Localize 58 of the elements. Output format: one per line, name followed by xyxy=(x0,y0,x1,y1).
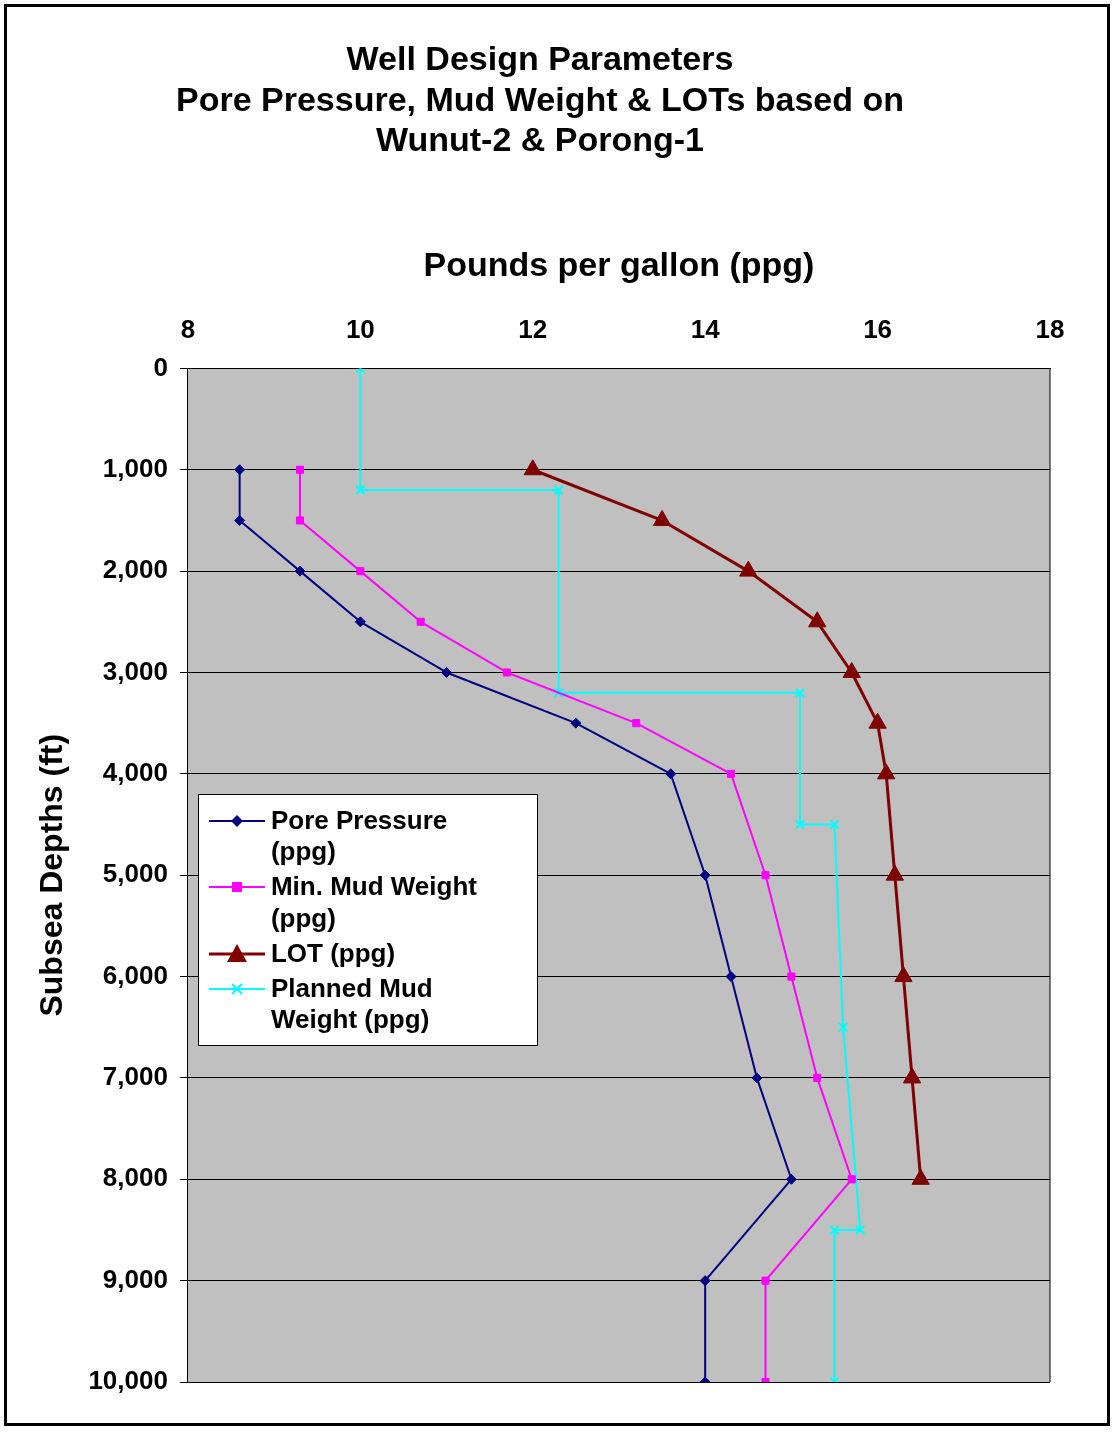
legend-label: Min. Mud Weight (ppg) xyxy=(270,871,478,934)
y-tick-label: 1,000 xyxy=(102,452,168,483)
point xyxy=(855,1224,866,1236)
point xyxy=(354,616,366,628)
chart-title: Well Design Parameters Pore Pressure, Mud Weight & LOTs based on Wunut-2 & Porong-1 xyxy=(176,38,904,159)
point xyxy=(294,565,306,577)
y-tick-label: 4,000 xyxy=(102,757,168,788)
point xyxy=(699,869,711,881)
x-axis-title: Pounds per gallon (ppg) xyxy=(423,245,815,284)
point xyxy=(553,687,564,698)
point xyxy=(553,484,564,496)
point xyxy=(847,1175,856,1184)
legend-label: LOT (ppg) xyxy=(270,937,397,970)
point xyxy=(794,687,806,698)
point xyxy=(632,719,641,728)
y-tick-label: 9,000 xyxy=(102,1263,168,1294)
legend-label: Pore Pressure (ppg) xyxy=(270,805,449,868)
point xyxy=(725,971,737,983)
x-tick-label: 10 xyxy=(345,313,375,344)
x-tick-label: 16 xyxy=(863,313,893,344)
point xyxy=(295,516,305,525)
point xyxy=(665,768,677,780)
point xyxy=(502,668,511,677)
point xyxy=(699,1275,711,1287)
legend-label: Planned Mud Weight (ppg) xyxy=(270,973,434,1036)
point xyxy=(813,1073,822,1082)
point xyxy=(356,567,365,576)
point xyxy=(295,465,305,474)
y-tick-label: 7,000 xyxy=(102,1061,168,1092)
point xyxy=(894,966,913,983)
point xyxy=(787,972,796,981)
point xyxy=(234,514,246,526)
point xyxy=(829,819,840,830)
x-tick-label: 18 xyxy=(1035,313,1065,344)
y-tick-label: 5,000 xyxy=(102,858,168,889)
point xyxy=(355,484,366,496)
y-tick-label: 3,000 xyxy=(102,655,168,686)
y-tick-label: 6,000 xyxy=(102,959,168,990)
y-tick-label: 8,000 xyxy=(102,1162,168,1193)
point xyxy=(785,1173,797,1185)
point xyxy=(727,769,736,778)
y-tick-label: 0 xyxy=(153,351,168,382)
x-tick-label: 8 xyxy=(180,313,196,344)
point xyxy=(761,1276,770,1285)
y-tick-label: 10,000 xyxy=(88,1365,168,1396)
y-tick-label: 2,000 xyxy=(102,554,168,585)
x-tick-label: 14 xyxy=(690,313,721,344)
point xyxy=(751,1072,763,1084)
point xyxy=(837,1022,849,1033)
point xyxy=(829,1224,840,1236)
point xyxy=(416,617,425,626)
y-axis-title: Subsea Depths (ft) xyxy=(33,733,70,1017)
x-tick-label: 12 xyxy=(518,313,548,344)
point xyxy=(441,666,453,678)
point xyxy=(234,464,246,476)
point xyxy=(794,819,806,830)
point xyxy=(570,717,582,729)
point xyxy=(761,871,770,880)
